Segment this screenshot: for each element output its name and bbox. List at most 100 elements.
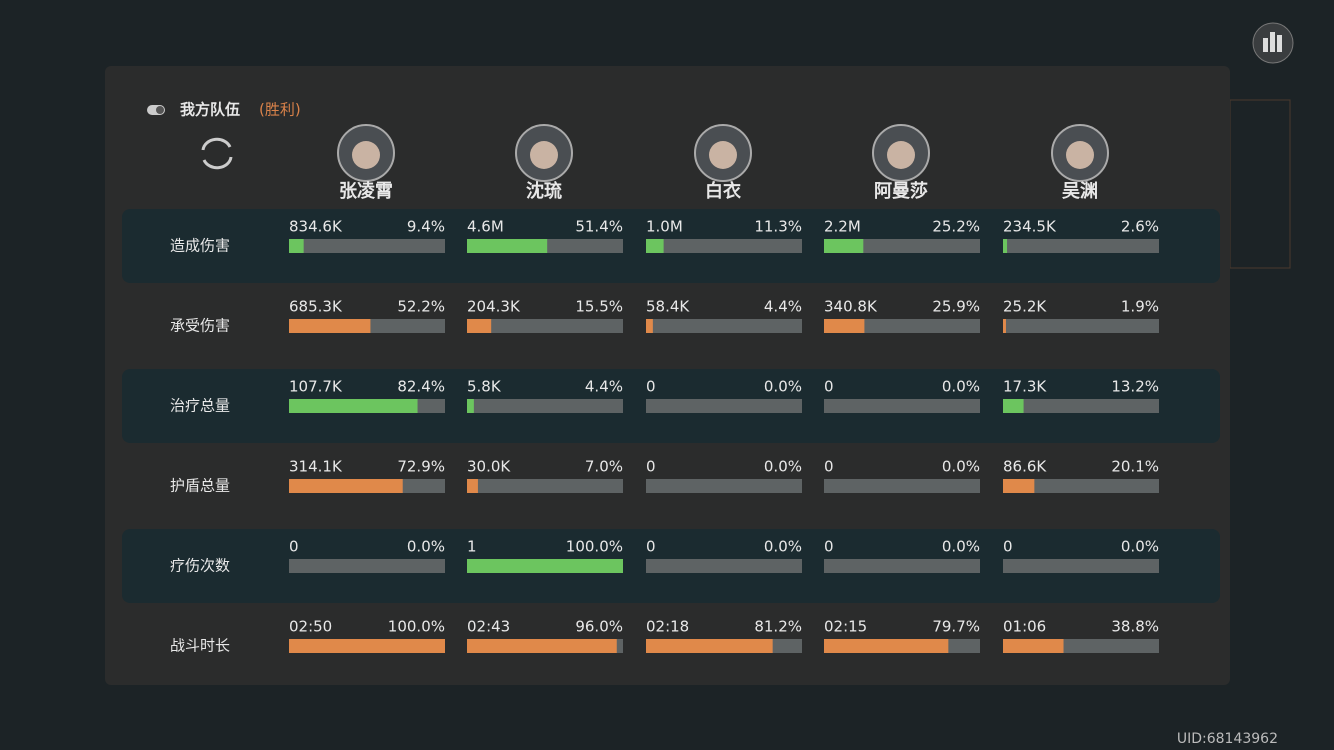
cell-value: 58.4K <box>646 298 690 316</box>
cell-share: 79.7% <box>932 618 980 636</box>
bar-fill <box>467 239 548 253</box>
bar-fill <box>289 319 371 333</box>
cell-value: 0 <box>824 378 834 396</box>
cell-share: 25.2% <box>932 218 980 236</box>
row-label: 疗伤次数 <box>170 557 230 575</box>
cell-value: 0 <box>824 458 834 476</box>
cell-share: 0.0% <box>942 538 980 556</box>
bar-track <box>1003 559 1159 573</box>
bar-track <box>1003 479 1159 493</box>
cell-share: 1.9% <box>1121 298 1159 316</box>
cell-share: 100.0% <box>388 618 445 636</box>
bar-track <box>646 479 802 493</box>
cell-value: 0 <box>646 378 656 396</box>
bar-fill <box>467 319 492 333</box>
bar-fill <box>646 639 773 653</box>
stats-icon <box>1263 32 1282 52</box>
bar-track <box>646 399 802 413</box>
bar-fill <box>1003 399 1024 413</box>
avatar-face <box>709 141 737 169</box>
cell-value: 340.8K <box>824 298 878 316</box>
cell-value: 1.0M <box>646 218 683 236</box>
refresh-icon[interactable] <box>201 137 233 170</box>
cell-value: 0 <box>824 538 834 556</box>
cell-share: 9.4% <box>407 218 445 236</box>
cell-value: 107.7K <box>289 378 343 396</box>
bar-track <box>289 239 445 253</box>
row-label: 承受伤害 <box>170 317 230 335</box>
cell-value: 234.5K <box>1003 218 1057 236</box>
cell-value: 4.6M <box>467 218 504 236</box>
cell-value: 86.6K <box>1003 458 1047 476</box>
cell-share: 0.0% <box>407 538 445 556</box>
cell-value: 17.3K <box>1003 378 1047 396</box>
cell-share: 96.0% <box>575 618 623 636</box>
bar-track <box>646 319 802 333</box>
cell-share: 2.6% <box>1121 218 1159 236</box>
avatar-face <box>352 141 380 169</box>
cell-value: 25.2K <box>1003 298 1047 316</box>
cell-share: 82.4% <box>397 378 445 396</box>
avatar-face <box>887 141 915 169</box>
cell-value: 0 <box>646 458 656 476</box>
avatar-face <box>1066 141 1094 169</box>
bar-track <box>1003 399 1159 413</box>
cell-share: 4.4% <box>764 298 802 316</box>
bar-track <box>824 399 980 413</box>
player-name: 白衣 <box>705 180 741 202</box>
bar-track <box>467 479 623 493</box>
row-label: 造成伤害 <box>170 237 230 255</box>
cell-value: 685.3K <box>289 298 343 316</box>
uid: UID:68143962 <box>1177 731 1278 747</box>
player-name: 沈琉 <box>526 180 562 202</box>
bar-track <box>467 319 623 333</box>
row-label: 治疗总量 <box>170 397 230 415</box>
bar-fill <box>289 239 304 253</box>
cell-share: 38.8% <box>1111 618 1159 636</box>
cell-value: 834.6K <box>289 218 343 236</box>
bar-track <box>289 559 445 573</box>
bar-fill <box>1003 319 1006 333</box>
player-name: 阿曼莎 <box>874 180 928 202</box>
cell-share: 4.4% <box>585 378 623 396</box>
cell-share: 25.9% <box>932 298 980 316</box>
team-title: 我方队伍 <box>180 101 240 119</box>
cell-share: 81.2% <box>754 618 802 636</box>
cell-share: 0.0% <box>942 458 980 476</box>
cell-value: 02:18 <box>646 618 689 636</box>
cell-value: 01:06 <box>1003 618 1046 636</box>
cell-value: 314.1K <box>289 458 343 476</box>
toggle-knob <box>156 106 164 114</box>
bar-track <box>1003 319 1159 333</box>
cell-share: 0.0% <box>764 378 802 396</box>
row-label: 战斗时长 <box>170 637 230 655</box>
bar-fill <box>824 639 949 653</box>
cell-value: 1 <box>467 538 477 556</box>
cell-share: 11.3% <box>754 218 802 236</box>
team-status: (胜利) <box>259 101 301 119</box>
cell-share: 52.2% <box>397 298 445 316</box>
bar-fill <box>1003 639 1064 653</box>
bar-fill <box>289 479 403 493</box>
avatar-face <box>530 141 558 169</box>
row-label: 护盾总量 <box>170 477 230 495</box>
bar-track <box>1003 239 1159 253</box>
bar-fill <box>289 399 418 413</box>
bar-fill <box>824 319 865 333</box>
cell-share: 15.5% <box>575 298 623 316</box>
bar-track <box>646 559 802 573</box>
cell-share: 0.0% <box>942 378 980 396</box>
cell-share: 72.9% <box>397 458 445 476</box>
cell-share: 0.0% <box>764 538 802 556</box>
bar-fill <box>467 399 474 413</box>
player-name: 吴渊 <box>1062 181 1098 202</box>
bar-fill <box>646 239 664 253</box>
cell-value: 30.0K <box>467 458 511 476</box>
cell-share: 51.4% <box>575 218 623 236</box>
player-name: 张凌霄 <box>339 180 393 202</box>
bar-track <box>467 399 623 413</box>
cell-value: 0 <box>1003 538 1013 556</box>
bar-fill <box>646 319 653 333</box>
